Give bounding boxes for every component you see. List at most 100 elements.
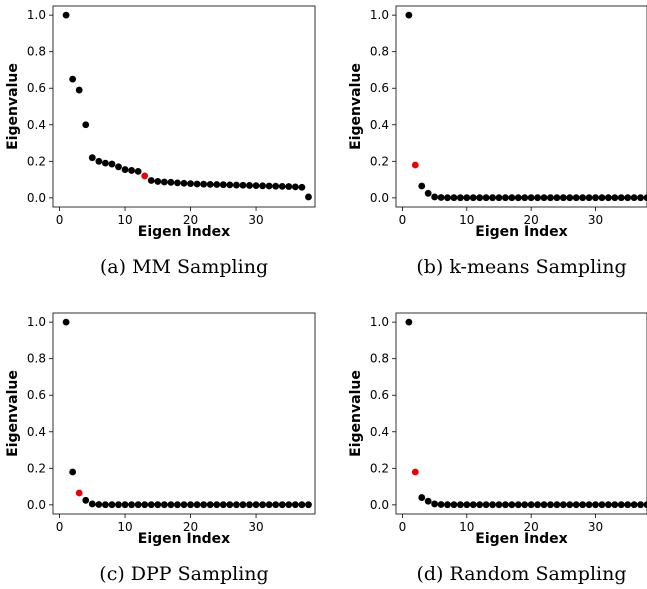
data-point — [476, 501, 484, 509]
data-point — [495, 501, 503, 509]
x-tick-label: 0 — [56, 213, 64, 227]
data-point — [572, 501, 580, 509]
data-point — [534, 501, 541, 509]
data-point — [450, 501, 458, 509]
data-point — [174, 501, 181, 509]
y-tick-label: 1.0 — [370, 315, 389, 329]
data-point — [579, 501, 587, 509]
data-point — [527, 501, 535, 509]
data-point — [482, 194, 490, 202]
data-point — [272, 182, 280, 190]
data-point — [495, 194, 503, 202]
points-group — [405, 318, 647, 509]
data-point — [226, 181, 234, 189]
data-point — [187, 501, 194, 509]
data-point — [566, 194, 574, 202]
y-axis-title: Eigenvalue — [5, 370, 21, 457]
y-tick-label: 0.8 — [27, 45, 46, 59]
x-tick-label: 0 — [399, 213, 407, 227]
data-point — [527, 194, 535, 202]
data-point — [611, 194, 619, 202]
data-point — [572, 194, 580, 202]
data-point — [534, 194, 541, 202]
x-tick-label: 10 — [459, 520, 474, 534]
data-point — [456, 501, 464, 509]
data-point — [233, 181, 240, 189]
data-point — [213, 181, 221, 188]
data-point — [437, 501, 445, 508]
x-tick-label: 30 — [248, 213, 263, 227]
y-tick-label: 0.0 — [370, 498, 389, 512]
data-point — [291, 501, 299, 509]
data-point — [611, 501, 619, 509]
panel-caption: (b) k-means Sampling — [416, 256, 626, 278]
data-point — [305, 501, 312, 509]
panel-caption: (c) DPP Sampling — [99, 563, 268, 585]
y-tick-label: 0.6 — [27, 388, 46, 402]
y-tick-label: 0.8 — [370, 45, 389, 59]
data-point — [566, 501, 574, 509]
x-axis-title: Eigen Index — [475, 531, 567, 547]
data-point — [598, 194, 606, 202]
data-point — [128, 501, 136, 509]
data-point — [405, 318, 413, 326]
y-tick-label: 1.0 — [27, 8, 46, 22]
panel-caption: (a) MM Sampling — [100, 256, 268, 278]
data-point — [553, 194, 561, 202]
data-point — [604, 194, 612, 202]
data-point — [141, 501, 149, 509]
data-point — [115, 501, 122, 509]
data-point — [502, 194, 509, 202]
y-tick-label: 0.0 — [370, 191, 389, 205]
chart-panel-3: 0.0 0.2 0.4 0.6 0.8 1.0 0 10 20 30 Eigen Index Eige… — [348, 312, 647, 547]
data-point — [259, 501, 266, 509]
x-axis-title: Eigen Index — [138, 531, 230, 547]
x-tick-label: 10 — [117, 520, 132, 534]
data-point — [95, 157, 103, 165]
plot-frame — [52, 5, 316, 208]
data-point — [553, 501, 561, 509]
x-tick-label: 0 — [56, 520, 64, 534]
data-point — [128, 167, 136, 174]
data-point — [592, 501, 599, 509]
y-tick-label: 0.2 — [27, 154, 46, 168]
y-tick-label: 0.4 — [27, 425, 46, 439]
y-tick-label: 1.0 — [370, 8, 389, 22]
x-tick-label: 20 — [524, 520, 539, 534]
data-point — [180, 501, 188, 509]
data-point — [88, 500, 96, 508]
chart-panel-0: 0.0 0.2 0.4 0.6 0.8 1.0 0 10 20 30 Eigen Index Eige… — [5, 5, 316, 240]
chart-panel-1: 0.0 0.2 0.4 0.6 0.8 1.0 0 10 20 30 Eigen Index Eige… — [348, 5, 647, 240]
x-tick-label: 30 — [248, 520, 263, 534]
data-point — [219, 501, 227, 509]
chart-panel-2: 0.0 0.2 0.4 0.6 0.8 1.0 0 10 20 30 Eigen Index Eige… — [5, 312, 316, 547]
data-point — [69, 75, 77, 83]
data-point — [469, 501, 477, 509]
points-group — [405, 11, 647, 202]
plot-frame — [395, 312, 647, 515]
points-group — [62, 11, 312, 201]
data-point — [585, 194, 593, 202]
y-tick-label: 0.2 — [370, 461, 389, 475]
y-tick-label: 0.0 — [27, 191, 46, 205]
data-point — [167, 501, 175, 509]
data-point — [514, 194, 522, 202]
data-point — [418, 182, 426, 190]
data-point — [405, 11, 413, 19]
x-tick-label: 10 — [459, 213, 474, 227]
data-point — [424, 189, 432, 197]
data-point — [180, 179, 188, 187]
x-axis-title: Eigen Index — [475, 224, 567, 240]
data-point — [154, 501, 162, 509]
data-point — [252, 182, 260, 190]
panel-caption: (d) Random Sampling — [416, 563, 626, 585]
data-point — [456, 194, 464, 202]
data-point — [630, 194, 638, 202]
data-point — [134, 167, 142, 175]
y-tick-label: 0.8 — [27, 352, 46, 366]
data-point — [585, 501, 593, 509]
data-point — [469, 194, 477, 202]
data-point — [617, 501, 625, 509]
data-point — [278, 182, 286, 190]
data-point — [450, 194, 458, 202]
